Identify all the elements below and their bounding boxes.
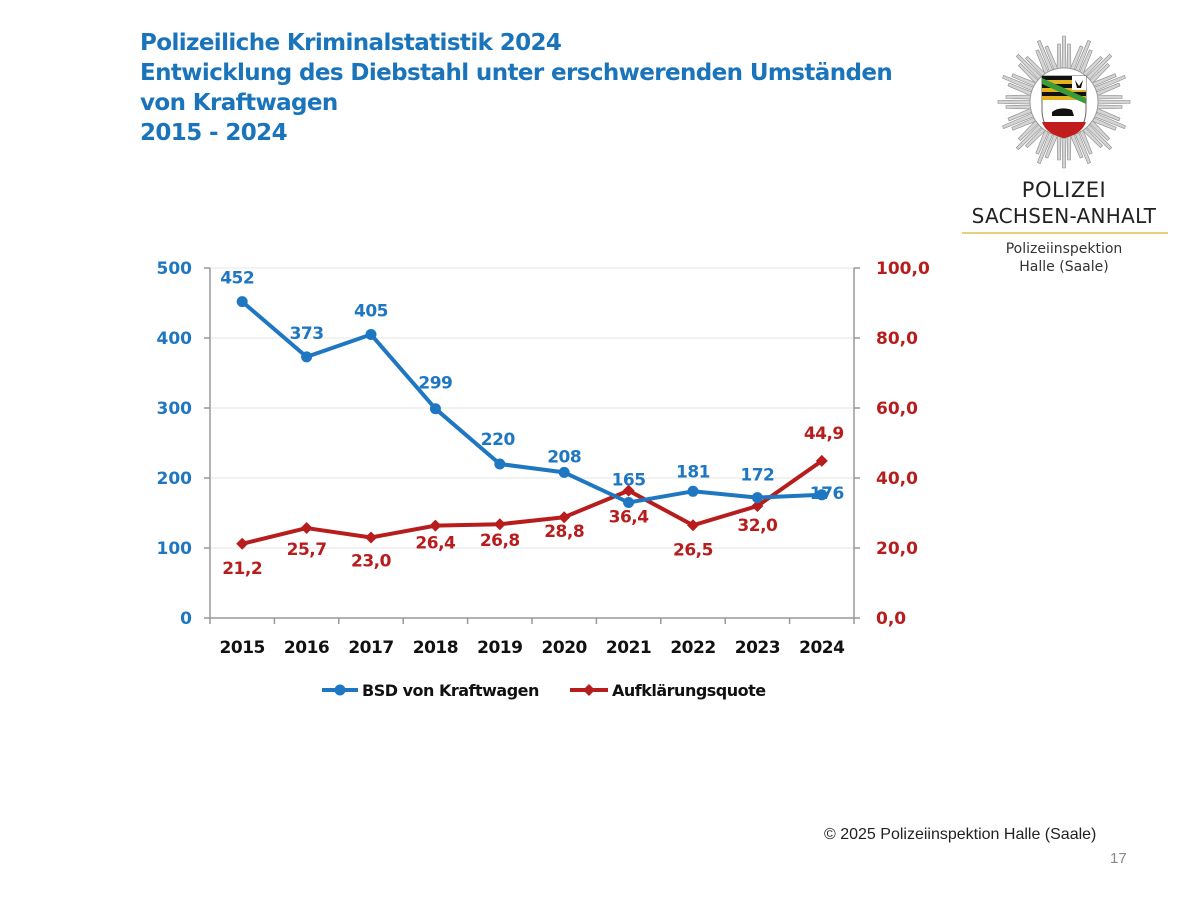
x-tick-label: 2023 xyxy=(735,638,780,658)
aufklaerungsquote-point xyxy=(300,522,313,535)
bsd-kraftwagen-point xyxy=(751,492,763,504)
quote-data-label: 36,4 xyxy=(609,508,650,528)
logo-text-unit: Polizeiinspektion Halle (Saale) xyxy=(958,240,1170,276)
bsd-data-label: 176 xyxy=(810,484,844,504)
aufklaerungsquote-point xyxy=(751,500,764,512)
bsd-data-label: 208 xyxy=(547,447,581,467)
logo-text-polizei: POLIZEI xyxy=(1021,178,1107,202)
logo-text-inspektion: Polizeiinspektion xyxy=(1005,241,1123,257)
data-labels: 452 373 405 299 220 208 165 181 172 176 21,2 25,7 23… xyxy=(220,269,844,579)
quote-data-label: 28,8 xyxy=(544,522,584,542)
bsd-kraftwagen-point xyxy=(429,403,441,415)
x-axis-ticks: 2015 2016 2017 2018 2019 2020 2021 2022 2023 2024 xyxy=(209,618,855,658)
quote-data-label: 32,0 xyxy=(737,516,778,536)
legend-label-quote: Aufklärungsquote xyxy=(612,681,766,700)
gridlines xyxy=(210,267,854,549)
bsd-kraftwagen-point xyxy=(558,466,570,478)
series-bsd-kraftwagen xyxy=(236,296,828,508)
title-line-3: von Kraftwagen xyxy=(140,90,338,116)
bsd-data-label: 373 xyxy=(290,324,324,344)
quote-data-label: 23,0 xyxy=(351,552,392,572)
left-tick-label: 100 xyxy=(157,539,193,559)
x-tick-label: 2022 xyxy=(670,638,715,658)
x-tick-label: 2019 xyxy=(477,638,522,658)
bsd-data-label: 405 xyxy=(354,302,388,322)
bsd-data-label: 172 xyxy=(740,466,774,486)
aufklaerungsquote-point xyxy=(687,519,699,532)
bsd-data-label: 220 xyxy=(481,430,516,450)
aufklaerungsquote-point xyxy=(558,511,571,524)
series-aufklaerungsquote xyxy=(236,454,828,550)
legend-item-bsd: BSD von Kraftwagen xyxy=(322,681,540,700)
bsd-data-label: 165 xyxy=(612,471,646,491)
left-tick-label: 200 xyxy=(157,469,193,489)
right-tick-label: 0,0 xyxy=(876,609,906,629)
left-tick-label: 0 xyxy=(180,609,192,629)
logo-text-state: SACHSEN-ANHALT xyxy=(971,204,1157,228)
right-tick-label: 40,0 xyxy=(876,469,918,489)
legend-item-quote: Aufklärungsquote xyxy=(570,681,767,700)
bsd-kraftwagen-point xyxy=(301,351,313,363)
bsd-kraftwagen-point xyxy=(687,485,699,497)
right-tick-label: 60,0 xyxy=(876,399,918,419)
title-line-1: Polizeiliche Kriminalstatistik 2024 xyxy=(140,30,562,56)
x-tick-label: 2016 xyxy=(284,638,329,658)
bsd-kraftwagen-point xyxy=(236,296,248,308)
title-line-4: 2015 - 2024 xyxy=(140,120,288,146)
copyright-footer: © 2025 Polizeiinspektion Halle (Saale) xyxy=(824,826,1097,843)
bsd-kraftwagen-point xyxy=(816,489,828,501)
bsd-kraftwagen-point xyxy=(365,329,377,340)
aufklaerungsquote-point xyxy=(622,484,635,497)
aufklaerungsquote-point xyxy=(493,518,506,531)
x-tick-label: 2020 xyxy=(542,638,588,658)
page-number: 17 xyxy=(1110,850,1127,867)
aufklaerungsquote-point xyxy=(815,454,828,467)
quote-data-label: 26,8 xyxy=(480,531,520,551)
right-tick-label: 100,0 xyxy=(876,259,930,279)
aufklaerungsquote-point xyxy=(236,537,249,550)
quote-data-label: 26,5 xyxy=(673,540,713,560)
aufklaerungsquote-line xyxy=(241,459,823,546)
left-tick-label: 300 xyxy=(157,399,193,419)
right-tick-label: 80,0 xyxy=(876,329,918,349)
aufklaerungsquote-point xyxy=(429,519,442,532)
x-tick-label: 2015 xyxy=(220,638,265,658)
bsd-kraftwagen-point xyxy=(623,497,635,508)
bsd-kraftwagen-line xyxy=(240,300,822,505)
x-tick-label: 2017 xyxy=(348,638,393,658)
legend: BSD von Kraftwagen Aufklärungsquote xyxy=(322,681,767,700)
bsd-data-label: 452 xyxy=(220,269,254,289)
x-tick-label: 2021 xyxy=(606,638,651,658)
bsd-data-label: 299 xyxy=(418,374,452,394)
right-axis-ticks: 0,0 20,0 40,0 60,0 80,0 100,0 xyxy=(854,259,930,629)
bsd-kraftwagen-point xyxy=(494,458,506,470)
quote-data-label: 26,4 xyxy=(415,534,456,554)
quote-data-label: 25,7 xyxy=(287,540,327,560)
left-axis-ticks: 0 100 200 300 400 500 xyxy=(157,259,210,629)
logo-text-city: Halle (Saale) xyxy=(1019,259,1109,275)
police-star-badge-icon xyxy=(997,35,1131,169)
bsd-data-label: 181 xyxy=(676,462,710,482)
logo-divider xyxy=(962,232,1168,234)
aufklaerungsquote-point xyxy=(365,531,377,544)
line-chart: 0 100 200 300 400 500 0,0 20,0 40,0 60,0 80,0 100,… xyxy=(157,259,930,700)
title-line-2: Entwicklung des Diebstahl unter erschwer… xyxy=(140,60,893,86)
legend-marker-diamond xyxy=(583,684,595,696)
quote-data-label: 44,9 xyxy=(804,424,844,444)
quote-data-label: 21,2 xyxy=(222,559,262,579)
x-tick-label: 2018 xyxy=(413,638,458,658)
left-tick-label: 400 xyxy=(157,329,193,349)
axes xyxy=(209,268,855,619)
slide-title: Polizeiliche Kriminalstatistik 2024 Entw… xyxy=(140,28,893,148)
x-tick-label: 2024 xyxy=(799,638,845,658)
left-tick-label: 500 xyxy=(157,259,193,279)
legend-label-bsd: BSD von Kraftwagen xyxy=(362,681,539,700)
legend-marker-circle xyxy=(334,684,346,696)
right-tick-label: 20,0 xyxy=(876,539,918,559)
